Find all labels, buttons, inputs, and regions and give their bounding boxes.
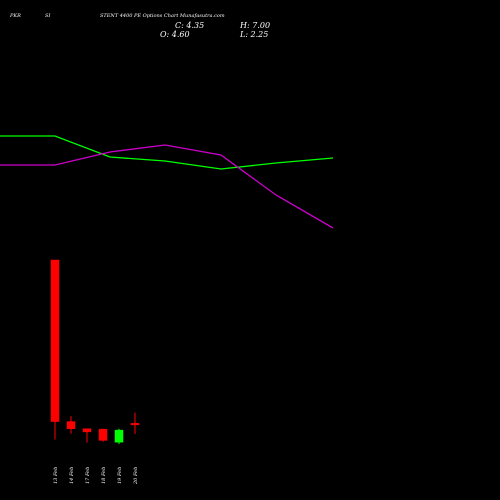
candle-body <box>114 429 124 443</box>
x-tick-label: 13 Feb <box>53 467 59 484</box>
high-value: H: 7.00 <box>240 21 271 30</box>
chart-title: STENT 4400 PE Options Chart Munafasutra.… <box>100 13 225 19</box>
line-series-0 <box>0 135 334 170</box>
candle-body <box>50 259 60 422</box>
candle-body <box>98 428 108 441</box>
x-tick-label: 18 Feb <box>101 467 107 484</box>
open-value: O: 4.60 <box>160 30 190 39</box>
close-value: C: 4.35 <box>175 21 205 30</box>
header-symbol-prefix: PKR <box>10 13 21 19</box>
x-tick-label: 17 Feb <box>85 467 91 484</box>
x-tick-label: 19 Feb <box>117 467 123 484</box>
x-tick-label: 20 Feb <box>133 467 139 485</box>
candle-body <box>82 428 92 433</box>
low-value: L: 2.25 <box>240 30 269 39</box>
candle-body <box>130 423 140 426</box>
header-symbol-part: SI <box>45 13 51 19</box>
x-tick-label: 14 Feb <box>69 467 75 484</box>
line-series-1 <box>0 144 334 229</box>
candle-body <box>66 421 76 429</box>
